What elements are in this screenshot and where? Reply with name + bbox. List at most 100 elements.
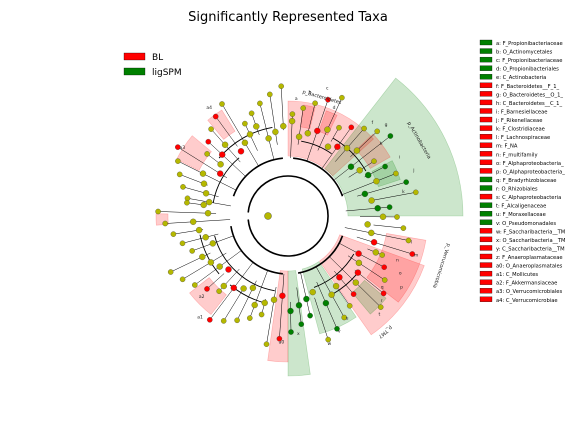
branch-spoke-9 <box>221 103 259 167</box>
node-111 <box>220 282 227 290</box>
key-label-19: t: F_Alcaligenaceae <box>496 204 546 210</box>
node-129 <box>204 210 212 217</box>
branch-arc-5 <box>212 157 240 203</box>
sector-letter-h: h <box>380 141 383 147</box>
sector-letter-q: q <box>381 286 384 291</box>
node-44 <box>361 125 367 132</box>
node-67 <box>368 229 375 237</box>
node-27 <box>272 128 279 136</box>
branch-arc-3 <box>297 235 344 274</box>
node-73 <box>355 250 362 257</box>
legend-swatch-BL <box>123 52 146 61</box>
node-115 <box>216 263 223 270</box>
sector-letter-r: r <box>381 298 383 304</box>
key-swatch-25 <box>479 253 493 260</box>
node-38 <box>339 94 345 101</box>
sector-6 <box>300 104 316 130</box>
branch-spoke-30 <box>345 206 390 212</box>
node-40 <box>336 124 342 131</box>
branch-spoke-33 <box>344 227 409 241</box>
node-96 <box>276 335 283 342</box>
node-33 <box>295 133 303 140</box>
node-124 <box>170 231 177 237</box>
branch-spoke-13 <box>269 94 278 145</box>
node-32 <box>300 105 306 111</box>
branch-spoke-49 <box>266 286 277 345</box>
key-label-3: d: O_Propionibacteriales <box>496 67 559 73</box>
sector-letter-n: n <box>396 259 399 264</box>
node-79 <box>352 279 359 286</box>
node-131 <box>200 201 207 209</box>
node-46 <box>374 128 380 135</box>
key-label-29: a3: O_Verrucomicrobiales <box>496 289 562 295</box>
key-swatch-24 <box>479 245 493 251</box>
node-43 <box>334 143 341 150</box>
node-61 <box>374 205 381 212</box>
node-37 <box>314 127 321 135</box>
sector-12 <box>207 109 236 140</box>
node-81 <box>336 274 343 281</box>
node-29 <box>280 122 287 130</box>
sector-letter-k: k <box>402 189 405 195</box>
node-35 <box>304 130 311 137</box>
node-6 <box>175 158 181 164</box>
node-95 <box>287 307 294 315</box>
key-swatch-22 <box>479 228 493 234</box>
key-label-25: z: F_Anaeroplasmataceae <box>496 255 563 261</box>
sector-letter-g: g <box>385 123 388 128</box>
branch-arc-10 <box>199 234 220 275</box>
node-128 <box>155 208 161 215</box>
node-41 <box>324 143 332 150</box>
legend: BL ligSPM <box>123 52 182 78</box>
node-4 <box>176 171 183 178</box>
node-10 <box>204 151 210 157</box>
branch-arc-0 <box>247 175 329 257</box>
node-65 <box>364 221 371 228</box>
sector-letter-u: u <box>346 317 349 322</box>
node-51 <box>356 167 363 174</box>
sector-letter-f: f <box>372 120 374 126</box>
key-swatch-15 <box>479 168 493 174</box>
key-swatch-28 <box>479 279 493 285</box>
key-label-24: y: C_Saccharibacteria__TM <box>496 246 565 252</box>
node-53 <box>365 171 372 179</box>
node-72 <box>381 264 387 270</box>
node-59 <box>368 197 375 204</box>
node-1 <box>206 198 213 206</box>
sector-letter-a1: a1 <box>197 315 203 321</box>
key-label-12: m: F_NA <box>496 144 518 150</box>
taxa-key: a: F_Propionibacteriaceae b: O_Actinomyce… <box>479 39 566 304</box>
node-9 <box>217 170 224 177</box>
node-89 <box>309 288 316 296</box>
node-114 <box>192 282 198 288</box>
sector-letter-a3: a3 <box>179 145 185 151</box>
node-113 <box>225 266 232 273</box>
sector-2 <box>319 234 425 336</box>
node-86 <box>334 326 340 332</box>
branch-arc-1 <box>232 157 283 197</box>
node-109 <box>230 284 237 292</box>
key-label-22: w: F_Saccharibacteria__TM <box>496 229 565 235</box>
key-swatch-27 <box>479 270 493 277</box>
node-25 <box>265 135 272 142</box>
highlight-sectors <box>155 77 464 377</box>
node-71 <box>372 249 379 256</box>
sector-letter-l: l <box>411 240 412 246</box>
tree-nodes <box>155 83 419 347</box>
sector-letter-m: m <box>414 254 418 259</box>
node-78 <box>377 304 384 310</box>
node-110 <box>216 288 222 294</box>
key-swatch-8 <box>479 108 493 114</box>
key-swatch-4 <box>479 74 493 80</box>
node-24 <box>257 100 263 107</box>
branch-spoke-27 <box>341 173 397 195</box>
key-swatch-23 <box>479 236 493 243</box>
key-label-5: f: F_Bacteroidetes__F_1_ <box>496 84 560 90</box>
node-56 <box>403 179 409 185</box>
legend-label-ligSPM: ligSPM <box>152 68 182 78</box>
node-100 <box>258 311 265 318</box>
node-120 <box>189 248 195 254</box>
sector-letter-x: x <box>297 332 300 337</box>
sector-letter-a0: a0 <box>279 339 285 345</box>
node-47 <box>353 147 361 154</box>
